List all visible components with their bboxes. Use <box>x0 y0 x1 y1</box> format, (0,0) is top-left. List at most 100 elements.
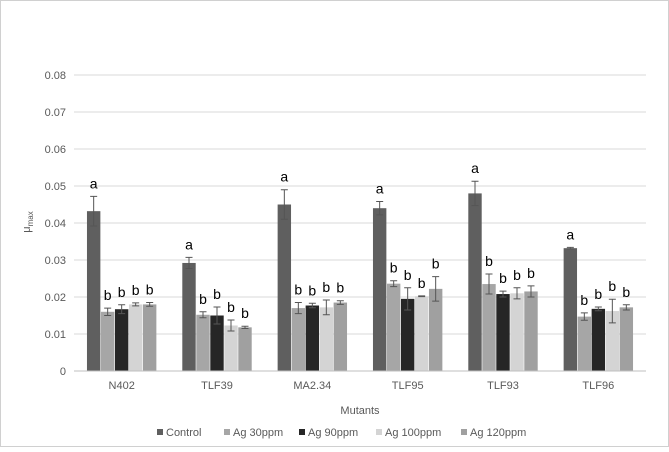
bar <box>605 311 620 371</box>
bar <box>482 284 496 371</box>
significance-label: b <box>294 282 302 298</box>
bar <box>114 309 129 371</box>
y-tick-label: 0 <box>60 366 66 378</box>
significance-label: b <box>146 282 154 298</box>
bar <box>182 262 196 371</box>
bar <box>524 291 538 371</box>
error-bar <box>118 304 126 315</box>
error-bar <box>513 287 521 300</box>
category-label: MA2.34 <box>293 380 331 392</box>
significance-label: b <box>199 291 207 307</box>
error-bars <box>90 180 630 332</box>
significance-label: b <box>418 275 426 291</box>
bar <box>100 311 115 371</box>
significance-label: b <box>241 305 249 321</box>
significance-label: b <box>432 256 440 272</box>
error-bar <box>213 306 221 325</box>
legend-item: Ag 120ppm <box>461 427 526 439</box>
error-bar <box>580 312 588 321</box>
significance-label: a <box>471 160 479 176</box>
x-axis-categories: N402 TLF39 MA2.34 TLF95 TLF93 TLF96 <box>109 380 615 392</box>
significance-label: b <box>527 265 535 281</box>
bar <box>372 208 387 371</box>
bar <box>577 316 592 371</box>
legend-label: Control <box>166 427 201 439</box>
category-label: TLF39 <box>201 380 233 392</box>
bar <box>619 307 634 371</box>
bar <box>142 304 157 371</box>
bar <box>563 248 578 371</box>
significance-label: a <box>376 181 384 197</box>
y-axis-title-sub: max <box>26 211 35 226</box>
error-bar <box>336 300 344 305</box>
bar <box>86 211 101 371</box>
bar <box>400 298 415 371</box>
significance-label: b <box>485 253 493 269</box>
error-bar <box>241 325 249 329</box>
bar <box>277 204 292 371</box>
error-bar <box>527 285 535 298</box>
significance-label: b <box>608 278 616 294</box>
bar <box>196 314 210 371</box>
legend-label: Ag 90ppm <box>308 427 358 439</box>
legend-swatch <box>376 429 382 435</box>
significance-label: b <box>594 286 602 302</box>
error-bar <box>146 302 154 307</box>
category-label: TLF96 <box>582 380 614 392</box>
significance-label: b <box>104 287 112 303</box>
error-bar <box>418 295 426 298</box>
bar <box>414 296 429 371</box>
error-bar <box>622 304 630 311</box>
significance-label: b <box>580 292 588 308</box>
error-bar <box>308 302 316 309</box>
bar <box>291 308 306 371</box>
error-bar <box>432 276 440 302</box>
error-bar <box>471 180 479 207</box>
error-bar <box>294 302 302 315</box>
legend-swatch <box>299 429 305 435</box>
significance-label: a <box>90 175 98 191</box>
significance-label: b <box>213 286 221 302</box>
significance-label: b <box>499 270 507 286</box>
y-tick-label: 0.06 <box>45 144 66 156</box>
error-bar <box>566 246 574 250</box>
y-tick-label: 0.01 <box>45 329 66 341</box>
category-label: TLF95 <box>392 380 424 392</box>
significance-label: b <box>227 299 235 315</box>
y-tick-label: 0.03 <box>45 255 66 267</box>
significance-label: b <box>336 280 344 296</box>
significance-label: b <box>390 260 398 276</box>
error-bar <box>132 302 140 307</box>
x-axis-title: Mutants <box>340 405 380 417</box>
bar <box>210 315 224 371</box>
y-tick-label: 0.04 <box>45 218 66 230</box>
gridlines <box>74 74 646 335</box>
error-bar <box>185 256 193 270</box>
legend-item: Control <box>157 427 201 439</box>
error-bar <box>280 189 288 220</box>
y-tick-label: 0.02 <box>45 292 66 304</box>
category-label: N402 <box>109 380 135 392</box>
legend-label: Ag 120ppm <box>470 427 526 439</box>
significance-label: a <box>185 236 193 252</box>
error-bar <box>608 298 616 324</box>
bars <box>86 193 634 371</box>
error-bar <box>485 273 493 295</box>
error-bar <box>376 201 384 216</box>
bar <box>319 307 334 371</box>
bar <box>496 294 510 371</box>
error-bar <box>390 280 398 288</box>
significance-label: a <box>280 169 288 185</box>
y-axis-title-main: μ <box>21 226 33 232</box>
bar <box>591 308 606 371</box>
error-bar <box>594 306 602 312</box>
legend-swatch <box>157 429 163 435</box>
legend-label: Ag 100ppm <box>385 427 441 439</box>
legend-label: Ag 30ppm <box>233 427 283 439</box>
legend-swatch <box>461 429 467 435</box>
error-bar <box>227 319 235 332</box>
bar <box>468 193 482 371</box>
bar <box>238 327 252 371</box>
